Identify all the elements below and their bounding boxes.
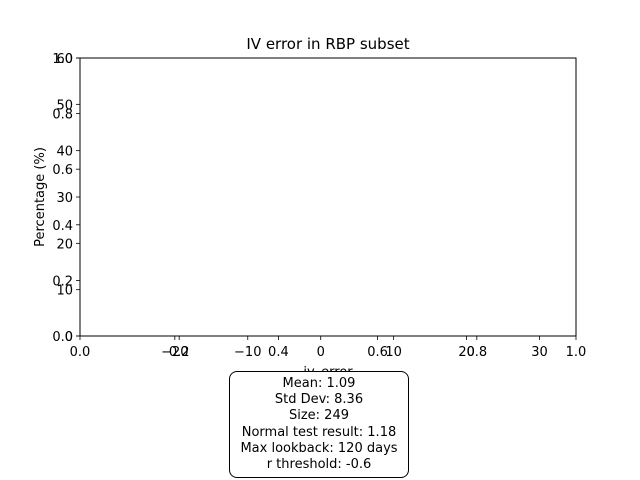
overlay-x-tick-label: 1.0 [566,345,587,360]
overlay-y-tick-label: 0.0 [52,330,73,345]
stat-r-threshold: r threshold: -0.6 [266,456,372,472]
primary-x-tick-label: −20 [161,345,188,360]
primary-y-tick-label: 20 [56,237,73,252]
stat-normal-test: Normal test result: 1.18 [241,424,397,440]
stat-max-lookback: Max lookback: 120 days [240,440,398,456]
chart-title: IV error in RBP subset [246,35,409,53]
plot-area [79,57,577,337]
primary-y-tick-label: 40 [56,145,73,160]
stat-std-dev: Std Dev: 8.36 [274,392,364,408]
primary-x-tick-label: 0 [317,345,325,360]
primary-x-tick-label: −10 [234,345,261,360]
primary-y-tick-label: 0 [65,330,73,345]
primary-x-tick-label: 10 [385,345,402,360]
primary-x-tick-label: 20 [458,345,475,360]
axis-ticks: −20 −10 0 10 20 30 0 10 20 30 40 50 60 0.0 0.2 0.4 0.6 0.… [52,52,586,360]
stat-size: Size: 249 [288,408,349,424]
primary-y-tick-label: 50 [56,98,73,113]
overlay-x-tick-label: 0.0 [70,345,91,360]
primary-x-tick-label: 30 [531,345,548,360]
primary-y-tick-label: 10 [56,284,73,299]
overlay-y-tick-label: 1.0 [52,52,73,67]
overlay-y-tick-label: 0.6 [52,163,73,178]
primary-y-tick-label: 60 [56,52,73,67]
stats-box: Mean: 1.09 Std Dev: 8.36 Size: 249 Norma… [229,371,409,478]
overlay-x-tick-label: 0.6 [367,345,388,360]
stat-mean: Mean: 1.09 [282,375,356,391]
overlay-x-tick-label: 0.2 [169,345,190,360]
overlay-x-tick-label: 0.4 [268,345,289,360]
overlay-y-tick-label: 0.2 [52,274,73,289]
overlay-x-tick-label: 0.8 [466,345,487,360]
y-axis-label: Percentage (%) [33,147,48,247]
overlay-y-tick-label: 0.4 [52,219,73,234]
overlay-y-tick-label: 0.8 [52,108,73,123]
primary-y-tick-label: 30 [56,191,73,206]
